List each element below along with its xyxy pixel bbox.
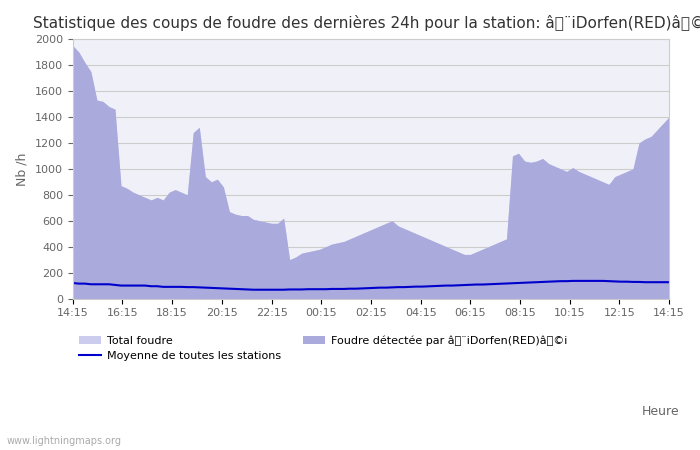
Title: Statistique des coups de foudre des dernières 24h pour la station: â¨iDorfen(RE: Statistique des coups de foudre des dern… — [33, 15, 700, 31]
Legend: Total foudre, Moyenne de toutes les stations, Foudre détectée par â¨iDorfen(RED: Total foudre, Moyenne de toutes les stat… — [75, 331, 572, 365]
Text: Heure: Heure — [641, 405, 679, 418]
Text: www.lightningmaps.org: www.lightningmaps.org — [7, 436, 122, 446]
Y-axis label: Nb /h: Nb /h — [15, 152, 28, 185]
